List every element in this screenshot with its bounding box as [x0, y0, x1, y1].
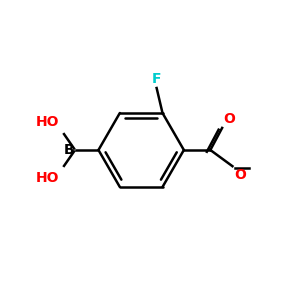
- Text: O: O: [224, 112, 236, 126]
- Text: HO: HO: [36, 116, 60, 129]
- Text: F: F: [152, 72, 161, 86]
- Text: O: O: [234, 168, 246, 182]
- Text: HO: HO: [36, 171, 60, 184]
- Text: B: B: [63, 143, 74, 157]
